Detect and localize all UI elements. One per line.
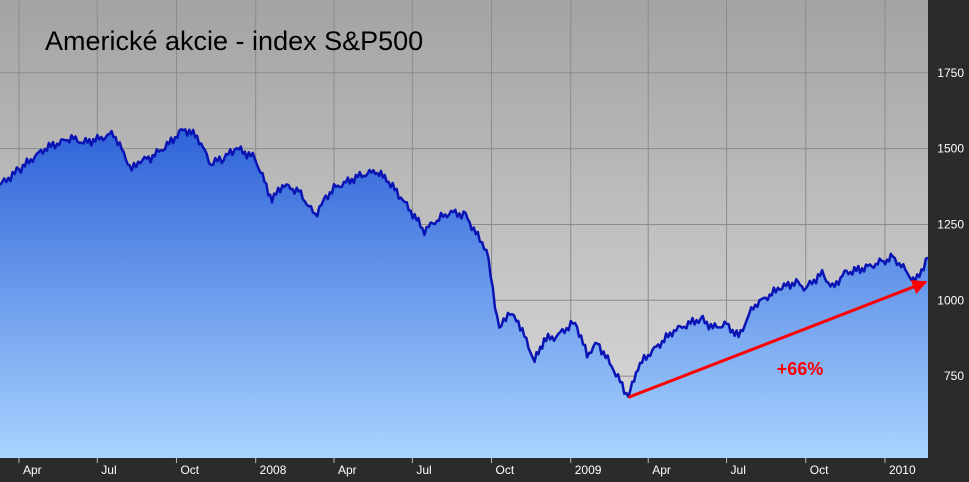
y-tick-label: 1500 <box>937 142 964 156</box>
x-tick-label: Apr <box>23 463 42 477</box>
y-axis-ticks: 750 1000 1250 1500 1750 <box>937 66 964 383</box>
y-tick-label: 1000 <box>937 293 964 307</box>
chart-title: Americké akcie - index S&P500 <box>45 26 423 56</box>
x-axis-panel <box>0 458 969 482</box>
y-tick-label: 1750 <box>937 66 964 80</box>
y-tick-label: 1250 <box>937 217 964 231</box>
growth-annotation-label: +66% <box>777 359 824 379</box>
x-tick-label: Jul <box>731 463 746 477</box>
x-tick-label: Apr <box>338 463 357 477</box>
x-tick-label: Jul <box>416 463 431 477</box>
x-tick-label: 2010 <box>889 463 916 477</box>
x-tick-label: 2008 <box>260 463 287 477</box>
x-axis-ticks: Apr Jul Oct 2008 Apr Jul Oct 2009 Apr Jul Oct 2010 <box>18 458 916 477</box>
x-tick-label: Apr <box>652 463 671 477</box>
x-tick-label: Oct <box>496 463 515 477</box>
x-tick-label: Jul <box>101 463 116 477</box>
series-line <box>0 128 929 398</box>
y-tick-label: 750 <box>944 369 964 383</box>
area-fill <box>0 129 928 459</box>
x-tick-label: 2009 <box>575 463 602 477</box>
y-axis-panel <box>928 0 969 482</box>
x-tick-label: Oct <box>810 463 829 477</box>
x-tick-label: Oct <box>180 463 199 477</box>
growth-arrow <box>627 279 928 399</box>
